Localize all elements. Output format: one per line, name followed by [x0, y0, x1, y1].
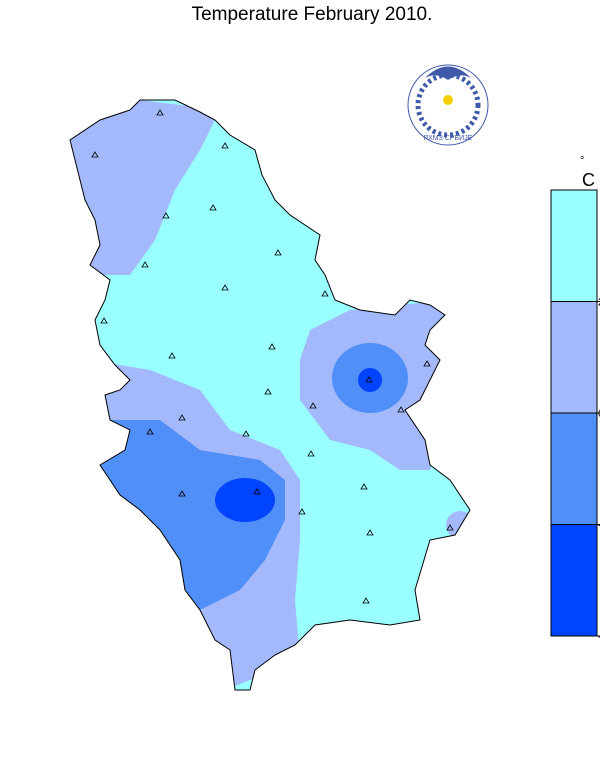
logo-ring: [415, 72, 481, 138]
legend-tick-label: 0: [598, 408, 600, 420]
zone: [358, 368, 382, 392]
legend-bin: [550, 524, 598, 637]
legend-degree: °: [580, 155, 584, 167]
map: [70, 100, 470, 690]
legend-bin: [550, 301, 598, 414]
legend-bin: [550, 412, 598, 525]
legend-tick-label: -2: [598, 520, 600, 532]
legend-bin: [550, 189, 598, 302]
stations: [91, 109, 454, 604]
legend-tick-label: -4: [598, 631, 600, 643]
legend-unit: C: [582, 170, 595, 190]
logo-text: РХМЗ СРБИЈЕ: [424, 135, 473, 142]
legend: ° C -4 -2 0 2: [550, 155, 600, 643]
logo: РХМЗ СРБИЈЕ: [407, 64, 489, 146]
zone: [215, 478, 275, 522]
logo-cloud: [425, 66, 471, 80]
legend-tick-label: 2: [598, 297, 600, 309]
title: Temperature February 2010.: [192, 4, 433, 25]
zone: [90, 420, 285, 610]
zone: [70, 100, 220, 275]
logo-sun: [443, 95, 453, 105]
border: [69, 99, 471, 691]
